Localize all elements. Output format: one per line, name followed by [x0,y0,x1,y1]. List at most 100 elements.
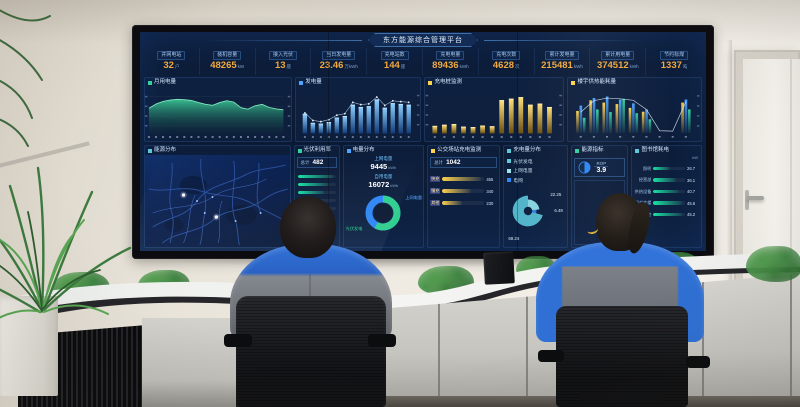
total-value: 482 [312,159,324,166]
donut-label-grid: 上网电量 [405,195,423,200]
legend-swatch [507,178,512,182]
charging-bar-chart [426,94,563,138]
unit-label: kW [692,155,698,160]
kpi-value: 32户 [163,59,180,71]
title-decoration-right [484,39,644,41]
legend-row: 上网电量 [507,167,564,174]
panel-title: 电量分布 [352,147,375,153]
title-decoration-left [202,39,362,41]
bus-charging-bars: 快充 455 慢充 340 其他 230 [428,170,499,212]
charge-share-pie-wrap: 22.25 6.49 69.26 [504,186,567,247]
desktop-monitor [483,251,515,285]
wall-corner-shadow [727,40,732,300]
hbar-row: 供热设备 40.7 [634,188,696,195]
chair-armrest [686,356,710,368]
bus-total: 总计 1042 [430,157,498,168]
panel-monthly-power: 月用电量 [144,77,293,142]
led-panel-seam [516,32,518,251]
panel-icon [297,148,302,153]
dashboard-title-bar: 东方能源综合管理平台 [140,33,706,47]
gauge-circle-icon [579,161,591,174]
palm-plant [0,141,132,319]
kpi-value: 374512kWh [596,59,639,71]
kpi-item: 累计用电量 374512kWh [590,48,647,75]
operator-right [532,190,710,407]
charts-row: 月用电量 发电量 充电桩监测 楼宇供热能耗量 [144,77,702,142]
panel-generation: 发电量 [295,77,422,142]
kpi-strip: 并网电站 32户 装机容量 48265kW 接入光伏 13座 当日发电量 23.46万kWh 充… [144,48,702,75]
door-panel-line [790,59,792,302]
kpi-label: 装机容量 [213,50,242,60]
panel-icon [346,148,351,153]
kpi-value: 4628次 [492,59,520,71]
kpi-label: 并网电站 [157,50,186,60]
mini-bar-row [297,191,336,194]
kpi-value: 89436kWh [432,59,469,71]
building-energy-chart [576,95,700,138]
kpi-item: 装机容量 48265kW [200,48,256,75]
chair-base [580,392,664,402]
charge-share-legend: 光伏发电上网电量电网 [504,155,567,186]
power-donut-wrap: 光伏发电 上网电量 [344,191,423,235]
kpi-item: 节约标煤 1337吨 [646,48,702,75]
gauge-metric: ROP [594,161,609,167]
kpi-value: 48265kW [210,59,245,71]
generation-bar-chart [302,94,420,138]
panel-icon [575,148,580,153]
kpi-label: 充电电量 [436,50,465,60]
mini-bar-row [297,175,336,178]
panel-title: 图书馆耗电 [641,147,669,153]
office-chair-left [236,296,386,407]
rop-gauge: ROP 3.9 [574,158,626,177]
legend-label: 光伏发电 [513,159,533,165]
total-label: 总计 [300,160,310,165]
panel-icon [148,148,152,153]
door-handle-plate [745,190,749,210]
kpi-value: 13座 [274,59,292,71]
panel-icon [431,148,436,153]
donut-label-pv: 光伏发电 [345,226,363,231]
legend-label: 电网 [513,178,523,184]
total-value: 1042 [446,159,461,166]
dashboard-title: 东方能源综合管理平台 [368,33,478,47]
monthly-power-area-chart [145,95,291,138]
panel-title: 发电量 [305,79,322,85]
kpi-label: 当日发电量 [322,50,356,60]
panel-icon [507,148,512,153]
led-panel-seam [328,32,330,251]
charge-share-pie [512,195,544,227]
panel-title: 楼宇供热能耗量 [577,79,616,85]
mini-bar-row [297,183,336,186]
panel-energy-map: 能源分布 [144,145,291,248]
desk-cabinet-left [142,318,240,407]
kpi-label: 接入光伏 [268,50,297,60]
panel-power-distribution: 电量分布 上网电量 9445kWh 自用电量 16072kWh 光伏发电 上网电… [342,145,425,248]
panel-title: 月用电量 [154,79,177,85]
kpi-value: 1337吨 [660,59,688,71]
legend-row: 电网 [507,177,564,184]
panel-icon [635,148,640,153]
panel-title: 公交场站充电监测 [437,147,482,153]
chair-armrest [368,334,396,347]
stat-grid-energy: 上网电量 9445kWh [370,156,397,171]
gauge-value: 3.9 [596,167,607,174]
stat-self-energy: 自用电量 16072kWh [368,174,399,189]
total-label: 总计 [434,160,444,165]
pie-label-3: 69.26 [508,236,520,241]
legend-swatch [507,168,512,173]
panel-title: 能源分布 [154,147,177,153]
kpi-label: 充电次数 [492,50,521,60]
legend-row: 光伏发电 [507,158,564,165]
kpi-label: 充电站数 [380,50,409,60]
hbar-row: 经营部 36.1 [638,177,696,183]
wall-display: 东方能源综合管理平台 并网电站 32户 装机容量 48265kW 接入光伏 13座 当日发电… [132,25,714,259]
operator-left [222,194,398,407]
pie-label-2: 6.49 [554,208,563,213]
panel-icon [571,80,576,85]
kpi-item: 充电电量 89436kWh [423,48,479,75]
kpi-value: 215481kWh [541,59,583,71]
kpi-value: 144座 [383,59,406,71]
corner-plant [746,246,800,282]
kpi-item: 接入光伏 13座 [256,48,312,75]
